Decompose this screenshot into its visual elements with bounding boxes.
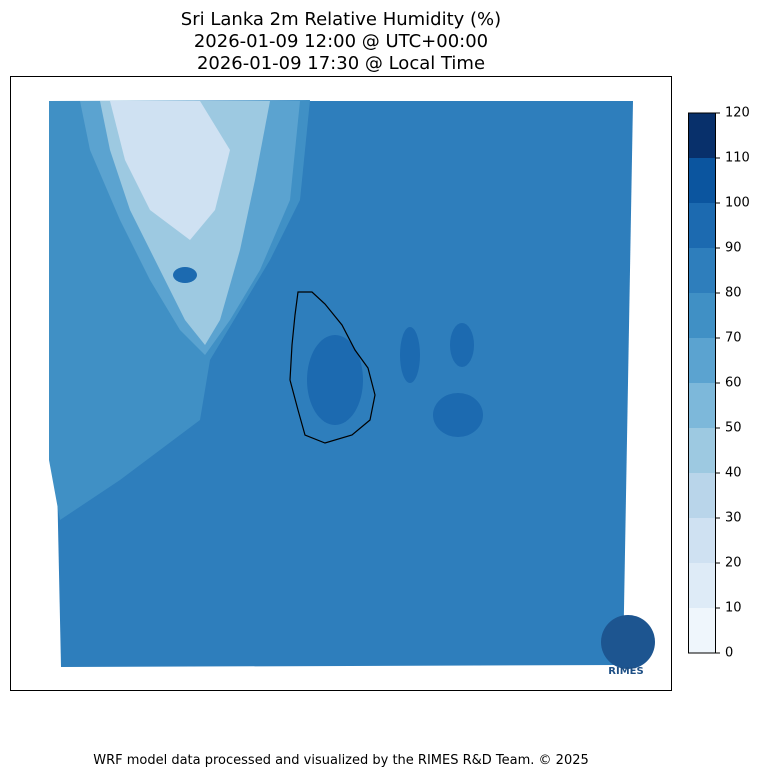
map-frame <box>10 76 672 691</box>
colorbar-band <box>688 608 716 653</box>
colorbar-frame <box>688 112 716 654</box>
colorbar-band <box>688 203 716 248</box>
colorbar-band <box>688 563 716 608</box>
logo: RIMES <box>601 615 655 677</box>
colorbar-tick-label: 80 <box>725 286 742 301</box>
colorbar-band <box>688 473 716 518</box>
colorbar-tick-label: 90 <box>725 241 742 256</box>
colorbar-tick-label: 30 <box>725 511 742 526</box>
field-region <box>307 335 363 425</box>
colorbar-band <box>688 383 716 428</box>
colorbar: 0 10 20 30 40 50 60 70 80 90 100 110 120 <box>688 106 750 661</box>
coastline <box>289 291 376 444</box>
colorbar-tick-label: 10 <box>725 601 742 616</box>
field-region <box>433 393 483 437</box>
colorbar-tick-label: 40 <box>725 466 742 481</box>
title-line: 2026-01-09 12:00 @ UTC+00:00 <box>194 31 488 52</box>
field-region <box>173 267 197 283</box>
field-region <box>110 101 230 240</box>
colorbar-band <box>688 248 716 293</box>
colorbar-band <box>688 113 716 158</box>
title-line: 2026-01-09 17:30 @ Local Time <box>197 53 485 74</box>
logo-text: RIMES <box>608 666 643 677</box>
colorbar-band <box>688 293 716 338</box>
colorbar-band <box>688 428 716 473</box>
colorbar-band <box>688 158 716 203</box>
colorbar-tick-label: 100 <box>725 196 750 211</box>
colorbar-tick-label: 110 <box>725 151 750 166</box>
colorbar-tick-label: 120 <box>725 106 750 121</box>
colorbar-band <box>688 338 716 383</box>
colorbar-tick-label: 0 <box>725 646 733 661</box>
colorbar-band <box>688 518 716 563</box>
footer: WRF model data processed and visualized … <box>93 753 589 768</box>
field-region <box>450 323 474 367</box>
colorbar-tick-label: 60 <box>725 376 742 391</box>
field-region <box>400 327 420 383</box>
title-line: Sri Lanka 2m Relative Humidity (%) <box>181 9 501 30</box>
colorbar-tick-label: 20 <box>725 556 742 571</box>
colorbar-tick-label: 70 <box>725 331 742 346</box>
colorbar-tick-label: 50 <box>725 421 742 436</box>
logo-emblem <box>601 615 655 669</box>
humidity-field <box>49 100 633 667</box>
